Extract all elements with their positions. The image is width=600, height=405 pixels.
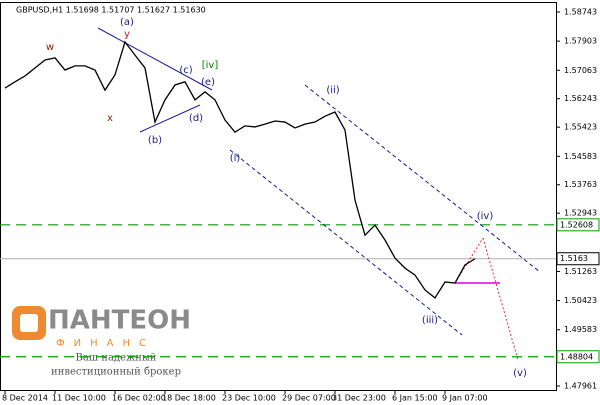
x-tick-label: 11 Dec 10:00 (52, 394, 106, 403)
logo: ПАНТЕОН ФИНАНС Ваш надежный инвестиционн… (12, 306, 191, 378)
price-level-box (556, 252, 600, 266)
price-level-box (556, 218, 600, 232)
drawing-line (229, 149, 463, 336)
wave-label: w (46, 42, 54, 53)
drawing-line (139, 104, 201, 133)
logo-slogan: Ваш надежный (76, 353, 157, 364)
price-line (4, 40, 476, 299)
wave-label: [iv] (202, 60, 219, 71)
wave-label: (a) (120, 17, 134, 28)
x-tick-label: 8 Dec 2014 (2, 394, 48, 403)
x-tick-label: 18 Dec 18:00 (162, 394, 216, 403)
drawing-line (304, 84, 541, 273)
x-tick-label: 29 Dec 07:00 (282, 394, 336, 403)
wave-label: (d) (189, 113, 203, 124)
wave-label: (b) (148, 135, 162, 146)
y-tick-label: 1.51263 (564, 267, 597, 276)
wave-label: (v) (513, 368, 527, 379)
wave-label: y (124, 29, 130, 40)
x-tick-label: 16 Dec 02:00 (112, 394, 166, 403)
x-tick-label: 6 Jan 15:00 (392, 394, 438, 403)
y-tick-label: 1.47961 (564, 382, 597, 391)
wave-label: (ii) (326, 85, 339, 96)
y-tick-label: 1.56243 (564, 94, 597, 103)
price-level-label: 1.52608 (560, 220, 593, 229)
wave-label: (iv) (477, 211, 494, 222)
y-tick-label: 1.52943 (564, 209, 597, 218)
y-tick-label: 1.55423 (564, 123, 597, 132)
y-tick-label: 1.50423 (564, 296, 597, 305)
y-tick-label: 1.54583 (564, 152, 597, 161)
y-tick-label: 1.57903 (564, 37, 597, 46)
x-tick-label: 9 Jan 07:00 (442, 394, 488, 403)
y-tick-label: 1.53763 (564, 180, 597, 189)
wave-label: (iii) (422, 315, 438, 326)
x-tick-label: 31 Dec 23:00 (332, 394, 386, 403)
y-tick-label: 1.58743 (564, 8, 597, 17)
plot-frame (0, 2, 557, 391)
wave-label: (i) (230, 153, 241, 164)
price-level-label: 1.5163 (560, 254, 588, 263)
drawing-line (97, 27, 213, 91)
logo-sub: ФИНАНС (56, 338, 155, 349)
chart-title: GBPUSD,H1 1.51698 1.51707 1.51627 1.5163… (16, 6, 206, 15)
logo-icon-inner (20, 314, 38, 332)
logo-name: ПАНТЕОН (48, 306, 191, 336)
y-tick-label: 1.57063 (564, 66, 597, 75)
y-tick-label: 1.49583 (564, 325, 597, 334)
x-tick-label: 23 Dec 10:00 (222, 394, 276, 403)
price-level-label: 1.48804 (560, 352, 593, 361)
wave-label: x (107, 113, 113, 124)
drawing-line (482, 237, 519, 361)
wave-label: (e) (201, 77, 215, 88)
logo-slogan: инвестиционный брокер (51, 367, 181, 378)
wave-label: (c) (179, 65, 192, 76)
price-level-box (556, 350, 600, 364)
